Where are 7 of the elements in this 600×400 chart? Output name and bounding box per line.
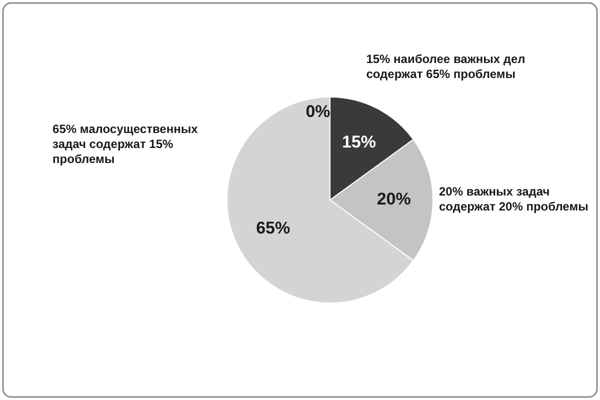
text: 0% (306, 102, 330, 121)
slice-label: 15% наиболее важных дел содержат 65% проблемы (366, 52, 526, 82)
data-label: 20% (376, 189, 411, 208)
data-label: 15% (342, 132, 376, 152)
slice-label: 20% важных задач содержат 20% проблемы (439, 184, 588, 214)
data-label: 65% (256, 218, 290, 238)
slice-label: 65% малосущественных задач содержат 15% проблемы (52, 122, 198, 166)
